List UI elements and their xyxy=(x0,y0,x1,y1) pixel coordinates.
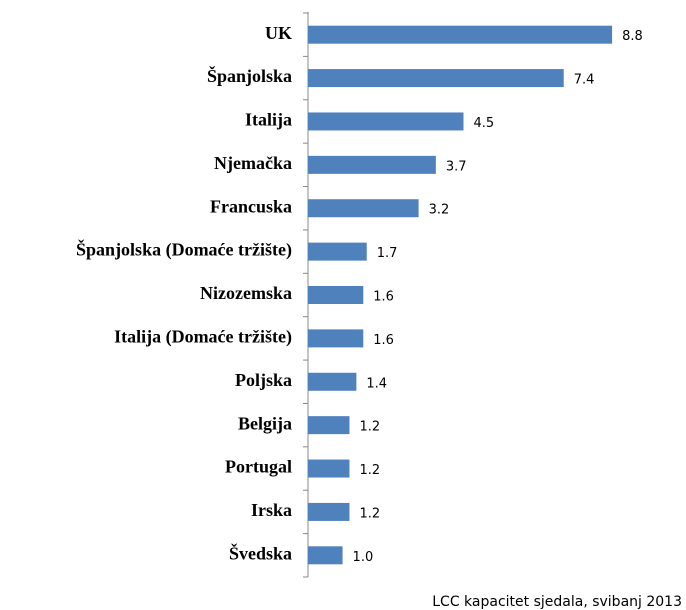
value-label: 1.6 xyxy=(373,290,394,305)
bar xyxy=(308,329,364,348)
category-label: UK xyxy=(265,23,292,43)
bar xyxy=(308,242,367,261)
bar xyxy=(308,112,464,131)
value-label: 1.6 xyxy=(373,333,394,348)
category-label: Italija (Domaće tržište) xyxy=(114,327,292,348)
bar xyxy=(308,286,364,304)
source-note: LCC kapacitet sjedala, svibanj 2013 xyxy=(432,594,682,610)
value-label: 1.2 xyxy=(359,506,380,521)
bar xyxy=(308,199,419,218)
category-label: Italija xyxy=(245,110,292,130)
bar xyxy=(308,155,436,174)
value-label: 8.8 xyxy=(622,29,643,44)
category-label: Španjolska xyxy=(207,65,292,86)
bar xyxy=(308,459,350,478)
value-label: 1.2 xyxy=(359,420,380,435)
bar xyxy=(308,69,564,88)
category-label: Irska xyxy=(251,500,292,520)
bar xyxy=(308,546,343,565)
bar xyxy=(308,502,350,521)
category-label: Nizozemska xyxy=(200,283,292,303)
category-label: Belgija xyxy=(238,413,292,433)
value-label: 1.0 xyxy=(353,550,374,565)
bar xyxy=(308,416,350,435)
category-label: Francuska xyxy=(210,196,292,216)
bar xyxy=(308,372,357,391)
category-label: Njemačka xyxy=(214,153,292,173)
value-label: 3.7 xyxy=(446,159,467,174)
category-label: Portugal xyxy=(225,457,292,477)
value-label: 4.5 xyxy=(474,116,495,131)
value-label: 7.4 xyxy=(574,73,595,88)
value-label: 1.7 xyxy=(377,246,398,261)
value-label: 1.2 xyxy=(359,463,380,478)
category-label: Poljska xyxy=(235,370,292,390)
value-label: 1.4 xyxy=(366,376,387,391)
category-label: Španjolska (Domaće tržište) xyxy=(76,239,292,261)
bar xyxy=(308,25,613,44)
value-label: 3.2 xyxy=(429,203,450,218)
category-label: Švedska xyxy=(229,542,292,563)
